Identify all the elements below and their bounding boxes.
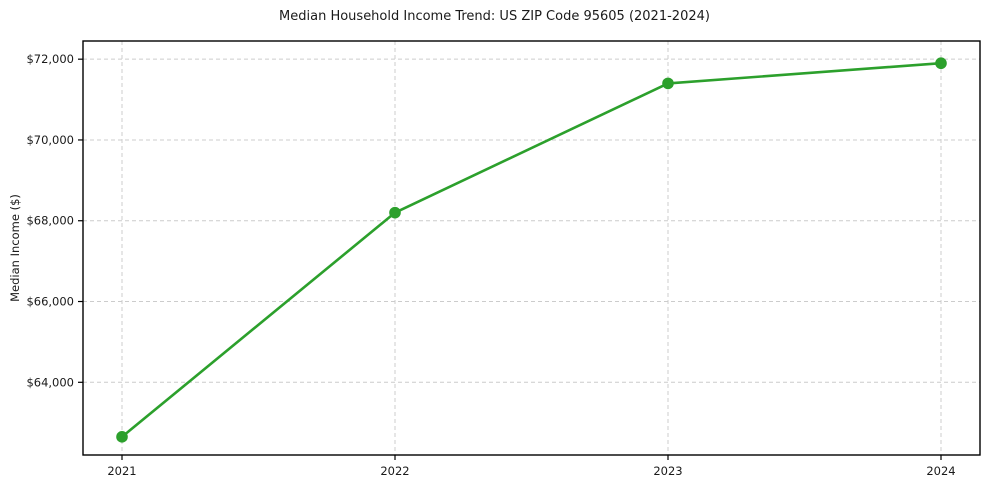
data-point-marker [935,57,947,70]
trend-line [120,61,943,439]
plot-border [82,40,981,456]
y-tick-label: $64,000 [26,375,74,389]
x-tick-label: 2024 [926,464,955,478]
y-tick-label: $72,000 [26,52,74,66]
chart-title: Median Household Income Trend: US ZIP Co… [279,9,710,24]
x-tick-label: 2022 [380,464,409,478]
y-tick-label: $66,000 [26,295,74,309]
data-point-marker [662,77,674,90]
data-point-marker [116,431,128,443]
x-tick-label: 2021 [107,464,136,478]
x-tick-label: 2023 [653,464,682,478]
y-tick-label: $68,000 [26,214,74,228]
data-point-marker [389,206,401,219]
y-tick-label: $70,000 [26,133,74,147]
